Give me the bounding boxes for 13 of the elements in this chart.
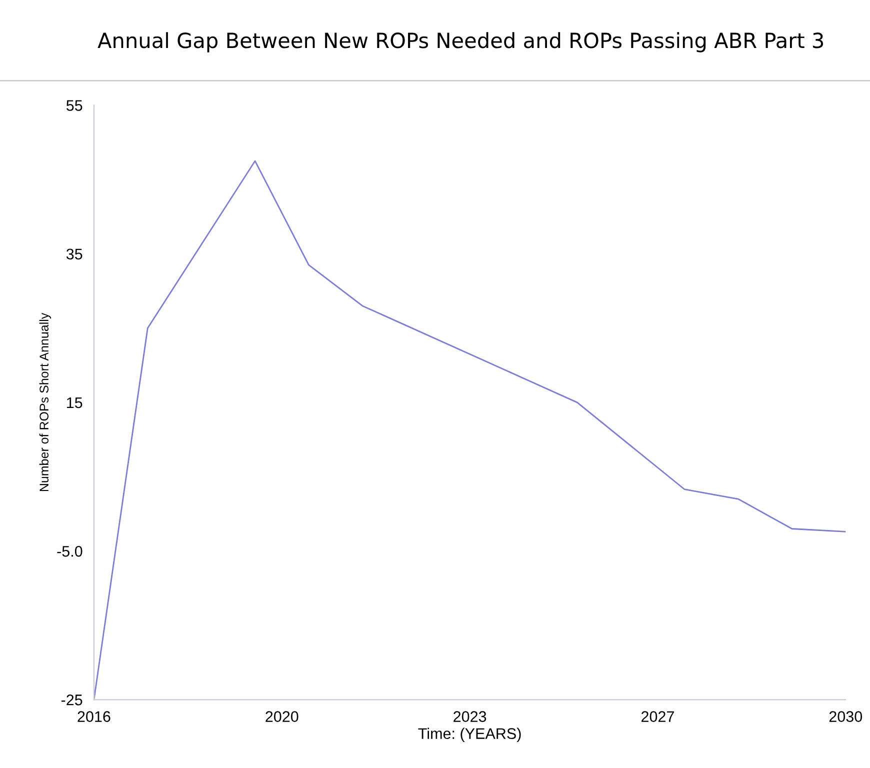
y-tick-label: 55 [66,100,82,111]
y-tick-label: 15 [67,397,82,408]
y-axis-title: Number of ROPs Short Annually [39,312,51,492]
x-tick-label: 2030 [829,711,862,722]
x-axis-title: Time: (YEARS) [418,728,521,742]
x-tick-label: 2027 [641,711,674,722]
x-tick-label: 2016 [78,711,110,722]
x-tick-label: 2020 [266,711,298,722]
chart-title: Annual Gap Between New ROPs Needed and ROPs Passing ABR Part 3 [98,32,824,52]
x-tick-label: 2023 [454,711,486,722]
y-tick-label: -5.0 [57,546,82,557]
y-tick-label: 35 [66,248,82,260]
y-tick-label: -25 [61,694,82,706]
